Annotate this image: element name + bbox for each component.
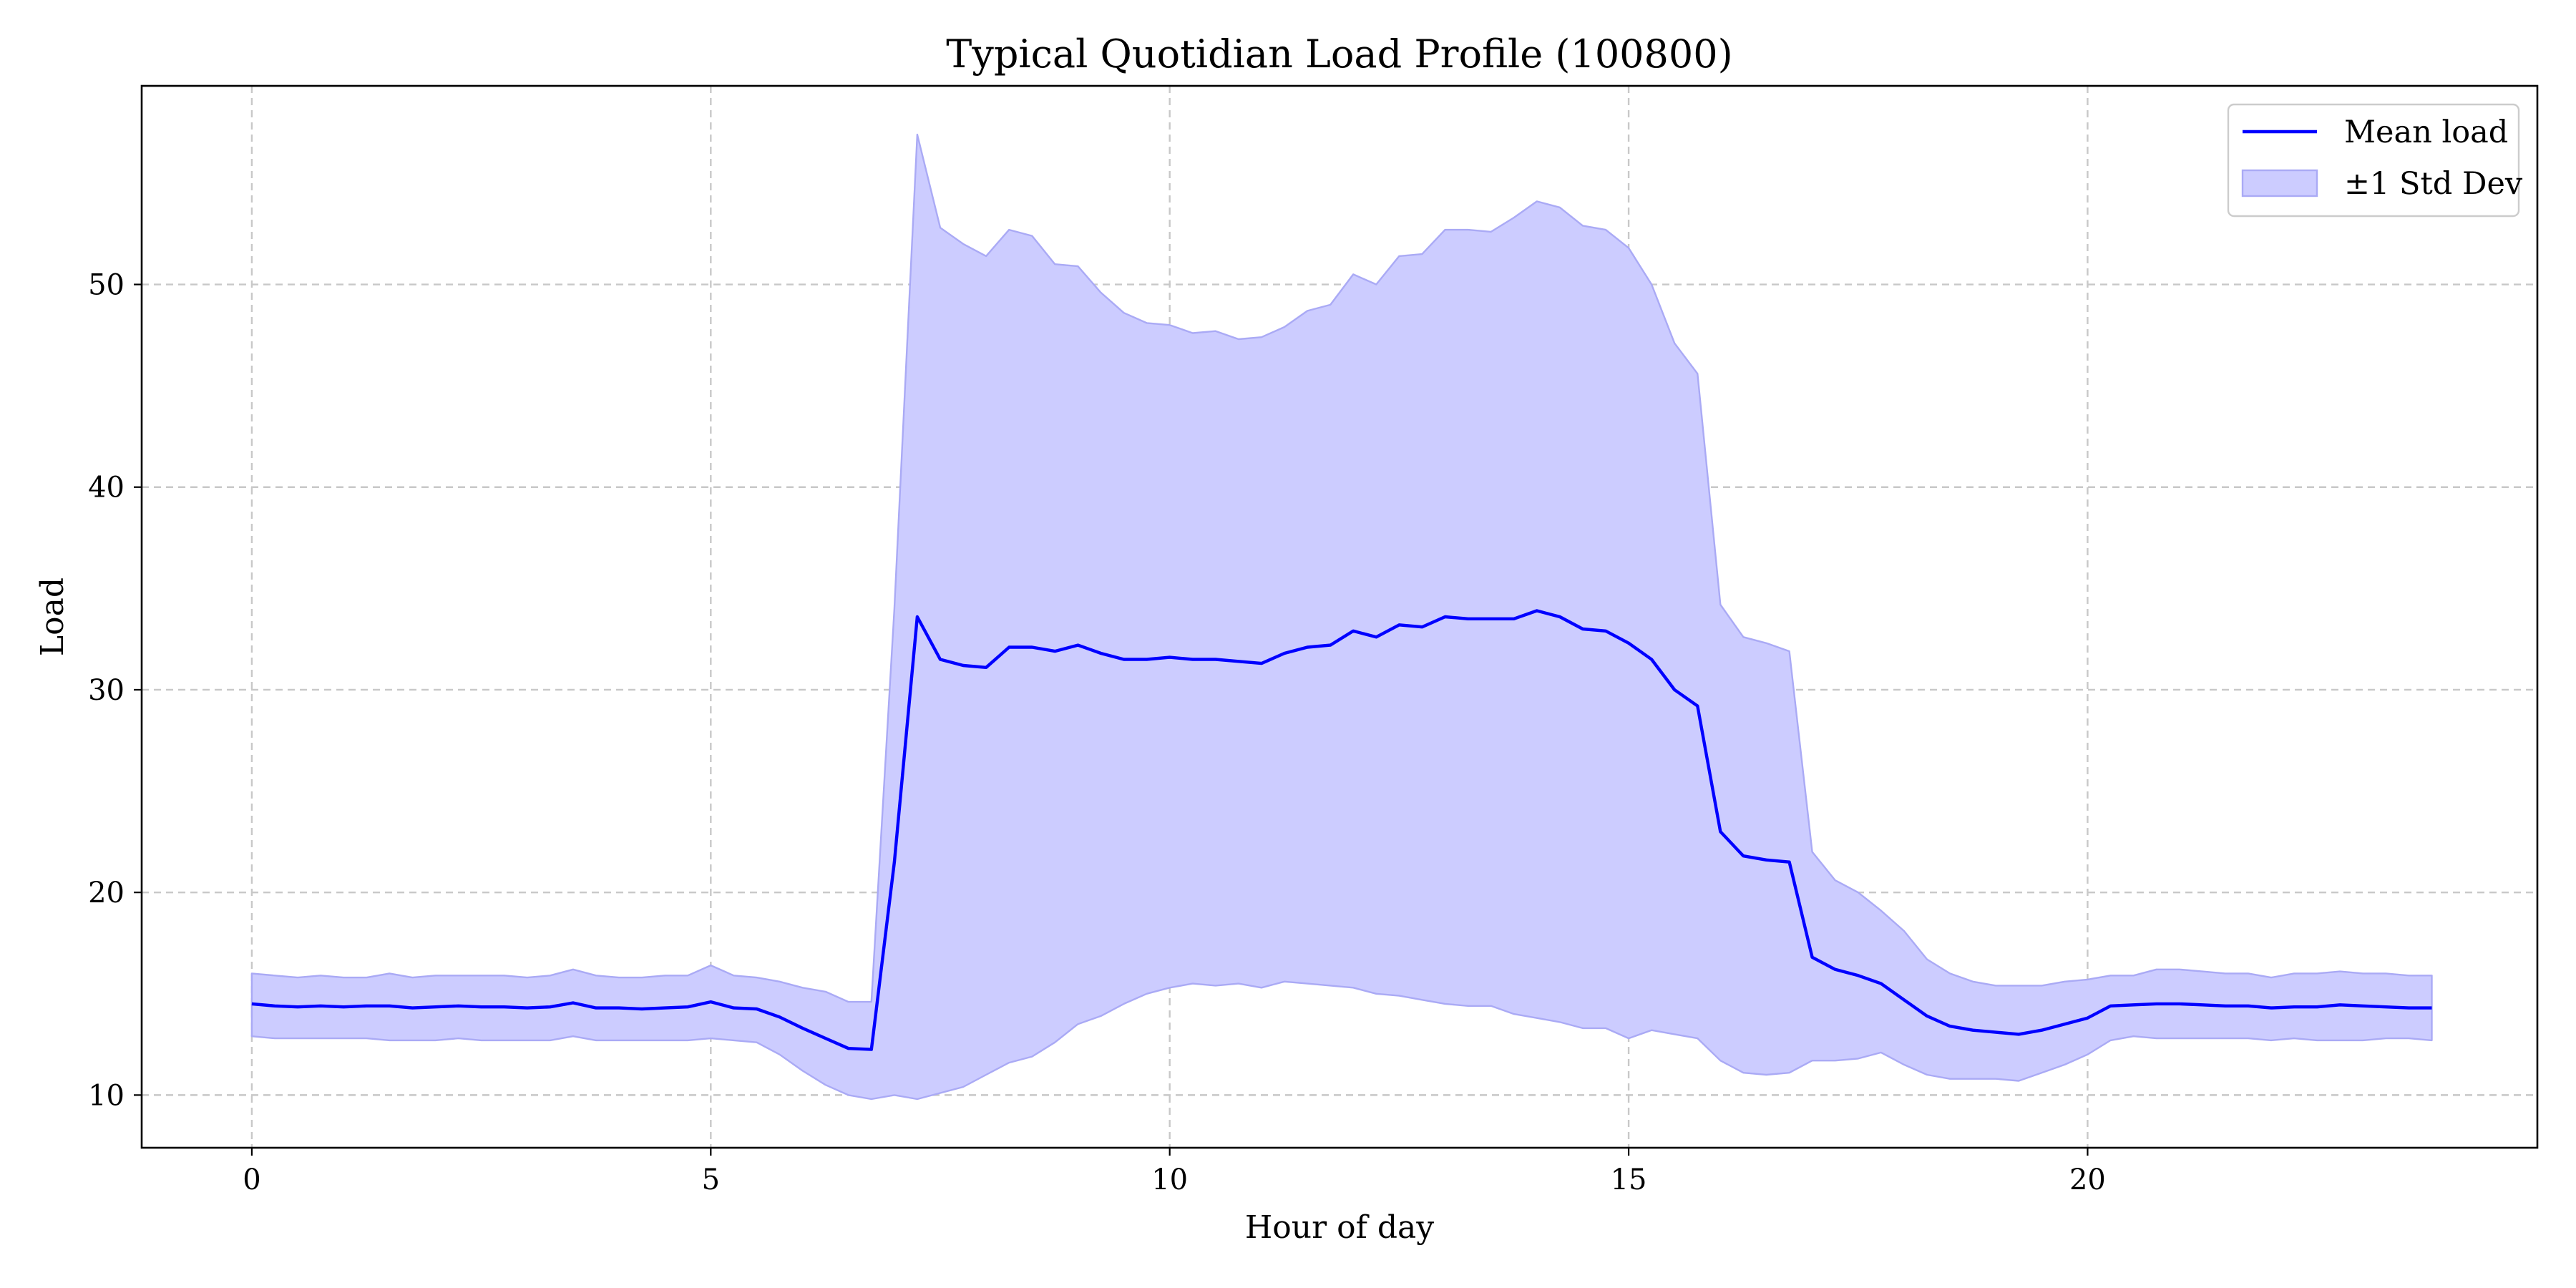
x-tick-label: 15 <box>1611 1163 1647 1196</box>
chart-title: Typical Quotidian Load Profile (100800) <box>946 31 1732 77</box>
mean-load-line <box>251 609 2432 1051</box>
x-tick-label: 5 <box>702 1163 720 1196</box>
y-tick-label: 10 <box>88 1079 125 1112</box>
y-tick-label: 40 <box>88 472 125 504</box>
axis-ticks: 0 5 10 15 20 10 20 30 40 50 <box>88 269 2106 1196</box>
legend: Mean load ±1 Std Dev <box>2227 103 2523 218</box>
x-tick-label: 10 <box>1151 1163 1188 1196</box>
y-tick-label: 50 <box>88 269 125 302</box>
y-tick-label: 20 <box>88 877 125 909</box>
legend-std-dev-label: ±1 Std Dev <box>2344 166 2523 202</box>
std-dev-band <box>250 133 2433 1101</box>
y-axis-label: Load <box>34 577 71 656</box>
plot-frame <box>140 84 2539 1149</box>
y-tick-label: 30 <box>88 674 125 707</box>
legend-std-dev-swatch <box>2241 169 2318 197</box>
x-axis-label: Hour of day <box>1245 1209 1434 1246</box>
x-tick-label: 0 <box>243 1163 260 1196</box>
x-tick-label: 20 <box>2069 1163 2106 1196</box>
legend-mean-load-label: Mean load <box>2344 114 2508 150</box>
